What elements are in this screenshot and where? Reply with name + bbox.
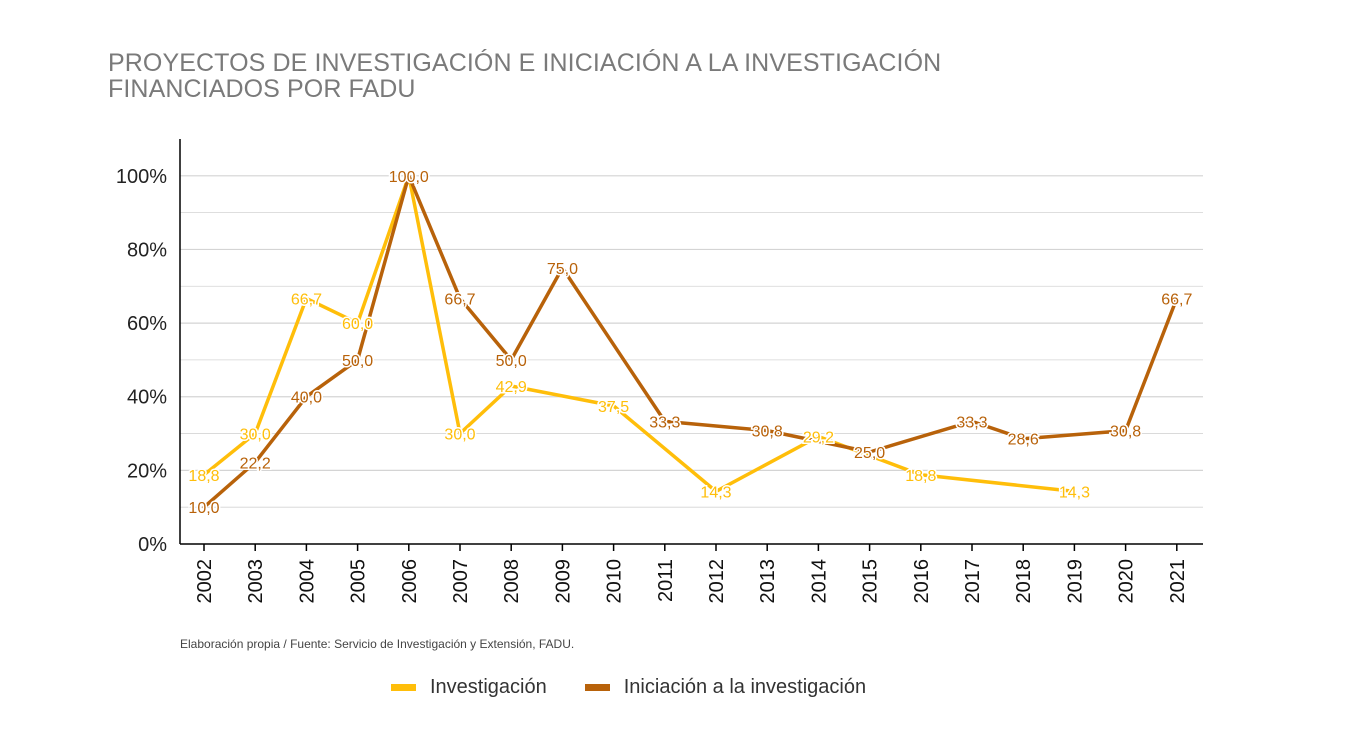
- data-label-investigacion: 18,8: [188, 468, 219, 485]
- data-label-iniciacion: 50,0: [342, 353, 373, 370]
- x-tick-label: 2016: [911, 559, 933, 604]
- series-line-iniciacion: [202, 174, 1179, 509]
- data-label-investigacion: 42,9: [496, 379, 527, 396]
- x-tick-label: 2004: [296, 559, 318, 604]
- x-tick-label: 2007: [450, 559, 472, 604]
- legend-item-investigacion: Investigación: [391, 676, 547, 699]
- data-label-investigacion: 66,7: [291, 291, 322, 308]
- x-tick-label: 2003: [245, 559, 267, 604]
- y-tick-label: 20%: [127, 460, 167, 482]
- x-tick-label: 2008: [501, 559, 523, 604]
- x-tick-label: 2018: [1013, 559, 1035, 604]
- chart-title-line-2: FINANCIADOS POR FADU: [108, 75, 416, 103]
- y-tick-label: 0%: [138, 534, 167, 556]
- x-tick-label: 2005: [348, 559, 370, 604]
- x-tick-label: 2002: [194, 559, 216, 604]
- data-label-iniciacion: 22,2: [240, 455, 271, 472]
- x-tick-label: 2006: [399, 559, 421, 604]
- data-label-iniciacion: 33,3: [649, 414, 680, 431]
- chart-title-line-1: PROYECTOS DE INVESTIGACIÓN E INICIACIÓN …: [108, 49, 942, 77]
- data-label-investigacion: 18,8: [905, 468, 936, 485]
- x-tick-label: 2009: [552, 559, 574, 604]
- y-tick-label: 80%: [127, 239, 167, 261]
- data-label-investigacion: 30,0: [444, 427, 475, 444]
- data-label-iniciacion: 28,6: [1008, 432, 1039, 449]
- line-chart: 0% 20% 40% 60% 80% 100% 2002 2003 2004 2005 2006 20…: [116, 139, 1203, 604]
- legend-label-investigacion: Investigación: [430, 676, 547, 698]
- x-tick-label: 2021: [1167, 559, 1189, 604]
- data-label-investigacion: 37,5: [598, 399, 629, 416]
- x-tick-label: 2011: [655, 559, 677, 602]
- legend-item-iniciacion: Iniciación a la investigación: [584, 676, 867, 699]
- data-label-iniciacion: 10,0: [188, 500, 219, 517]
- x-tick-label: 2020: [1116, 559, 1138, 604]
- legend-label-iniciacion: Iniciación a la investigación: [623, 676, 867, 698]
- data-label-investigacion: 14,3: [700, 484, 731, 501]
- legend-swatch-iniciacion: [584, 684, 610, 691]
- data-label-iniciacion: 30,8: [752, 424, 783, 441]
- x-tick-label: 2010: [604, 559, 626, 604]
- y-tick-label: 40%: [127, 387, 167, 409]
- data-label-iniciacion: 40,0: [291, 390, 322, 407]
- data-label-iniciacion: 50,0: [496, 353, 527, 370]
- x-tick-label: 2013: [757, 559, 779, 604]
- y-tick-label: 60%: [127, 313, 167, 335]
- x-tick-label: 2012: [706, 559, 728, 604]
- data-label-iniciacion: 25,0: [854, 445, 885, 462]
- series-line-investigacion: [202, 174, 1077, 494]
- y-tick-label: 100%: [116, 166, 167, 188]
- data-label-investigacion: 14,3: [1059, 484, 1090, 501]
- data-label-investigacion: 60,0: [342, 316, 373, 333]
- data-label-iniciacion: 30,8: [1110, 424, 1141, 441]
- chart-legend: Investigación Iniciación a la investigac…: [391, 676, 904, 699]
- source-note: Elaboración propia / Fuente: Servicio de…: [180, 637, 575, 651]
- data-label-iniciacion: 33,3: [956, 414, 987, 431]
- x-tick-label: 2015: [860, 559, 882, 604]
- chart-title: PROYECTOS DE INVESTIGACIÓN E INICIACIÓN …: [108, 50, 941, 102]
- x-tick-label: 2019: [1064, 559, 1086, 604]
- data-label-iniciacion: 75,0: [547, 261, 578, 278]
- x-tick-label: 2017: [962, 559, 984, 604]
- data-label-investigacion: 29,2: [803, 429, 834, 446]
- data-label-iniciacion: 66,7: [1161, 291, 1192, 308]
- x-tick-label: 2014: [808, 559, 830, 604]
- data-label-iniciacion: 100,0: [389, 169, 429, 186]
- data-label-investigacion: 30,0: [240, 427, 271, 444]
- data-label-iniciacion: 66,7: [444, 291, 475, 308]
- legend-swatch-investigacion: [391, 684, 416, 691]
